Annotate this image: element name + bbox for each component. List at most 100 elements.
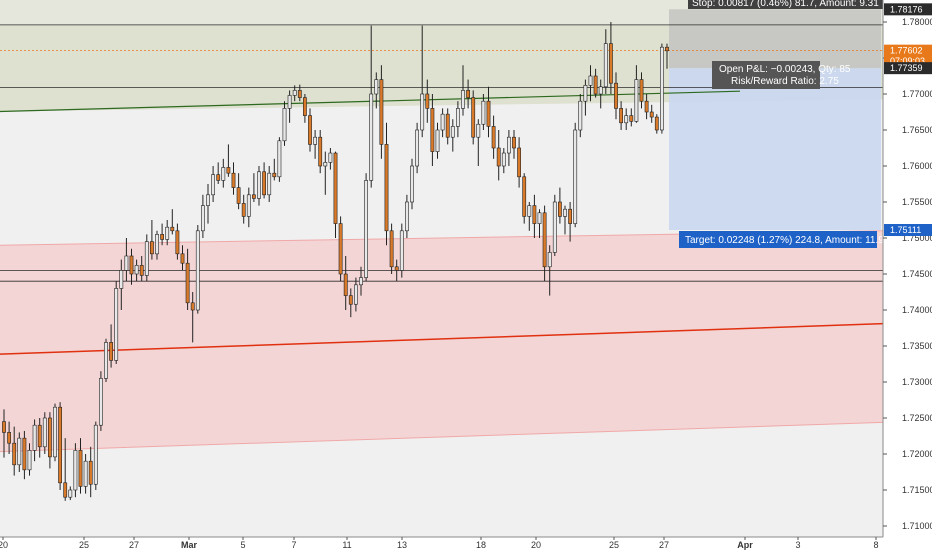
candle — [404, 201, 409, 232]
candle — [292, 90, 297, 96]
candle — [328, 152, 333, 163]
candle — [119, 270, 124, 289]
price-tag — [884, 3, 932, 16]
target-label: Target: 0.02248 (1.27%) 224.8, Amount: 1… — [685, 235, 890, 246]
price-tick-label: 1.77000 — [902, 89, 932, 99]
time-tick-label: 5 — [240, 540, 245, 550]
time-tick-label: Mar — [181, 540, 198, 550]
time-tick-label: 13 — [397, 540, 407, 550]
risk-reward-label: Risk/Reward Ratio: 2.75 — [731, 76, 839, 87]
candle — [440, 113, 445, 131]
candle — [53, 406, 57, 458]
candle — [461, 90, 465, 109]
candle — [384, 144, 389, 232]
time-axis[interactable] — [0, 537, 883, 550]
red-trend-line[interactable] — [0, 322, 884, 355]
candle — [450, 126, 455, 138]
time-tick-label: 27 — [659, 540, 669, 550]
candle — [73, 450, 78, 491]
price-tick-label: 1.74000 — [902, 305, 932, 315]
candle — [226, 167, 231, 174]
target-label-box — [679, 231, 877, 248]
candle — [410, 165, 414, 203]
candle — [206, 194, 210, 206]
candle — [47, 417, 52, 458]
candle — [32, 424, 37, 451]
price-tick-label: 1.73500 — [902, 341, 932, 351]
candle — [150, 241, 154, 255]
time-tick-label: 11 — [342, 540, 351, 550]
candle — [614, 82, 618, 109]
candle — [359, 277, 363, 286]
candle — [598, 86, 603, 95]
candle — [99, 378, 103, 426]
candle — [221, 167, 226, 181]
candle — [486, 100, 491, 127]
candle — [170, 226, 175, 232]
candle — [588, 75, 593, 86]
candle — [257, 171, 261, 199]
candle — [252, 194, 256, 199]
price-tick-label: 1.73000 — [902, 377, 932, 387]
candle — [129, 255, 134, 275]
candle — [155, 234, 159, 255]
price-tag-label: 1.77602 — [890, 46, 923, 56]
candle — [231, 172, 236, 188]
candle — [267, 172, 272, 196]
candle — [552, 201, 557, 253]
candle — [496, 147, 501, 167]
price-axis[interactable] — [883, 0, 932, 550]
candle — [323, 162, 328, 167]
price-tag — [884, 44, 932, 57]
support-channel-zone — [0, 230, 883, 452]
candle — [455, 108, 460, 127]
candle — [517, 147, 522, 178]
candle — [430, 108, 435, 152]
price-tick-label: 1.72500 — [902, 413, 932, 423]
candle — [379, 79, 384, 145]
candle — [563, 208, 567, 217]
candle — [78, 450, 83, 487]
price-tag-label: 07:09:03 — [890, 56, 925, 66]
candle — [603, 43, 608, 88]
time-tick-label: 18 — [476, 540, 486, 550]
candle — [93, 424, 98, 485]
candle — [634, 79, 639, 122]
candle — [665, 46, 669, 52]
candle — [425, 93, 430, 109]
candle — [415, 129, 420, 167]
stop-zone — [669, 9, 881, 69]
candle — [629, 115, 634, 122]
candle — [639, 79, 644, 102]
candle — [491, 126, 496, 149]
candle — [557, 201, 562, 217]
candle — [211, 174, 216, 196]
candle — [88, 460, 93, 485]
candle — [547, 252, 552, 268]
candle — [593, 75, 598, 95]
candle — [644, 100, 649, 113]
candle — [2, 421, 6, 433]
candle — [190, 302, 195, 311]
time-tick-label: 25 — [79, 540, 89, 550]
candle — [532, 205, 537, 224]
candle — [619, 108, 624, 124]
candle — [27, 450, 32, 471]
candle — [7, 432, 12, 444]
candle — [180, 253, 185, 264]
candle — [139, 265, 144, 276]
candle — [68, 489, 73, 498]
candle — [114, 288, 119, 361]
candle — [318, 136, 323, 167]
candle — [236, 187, 241, 204]
time-tick-label: 27 — [129, 540, 139, 550]
target-zone — [669, 68, 881, 231]
candle — [104, 342, 108, 379]
candle — [649, 111, 654, 118]
time-tick-label: 20 — [0, 540, 8, 550]
candle — [195, 230, 200, 311]
candle — [297, 90, 302, 98]
price-tag-label: 1.77359 — [890, 63, 923, 73]
